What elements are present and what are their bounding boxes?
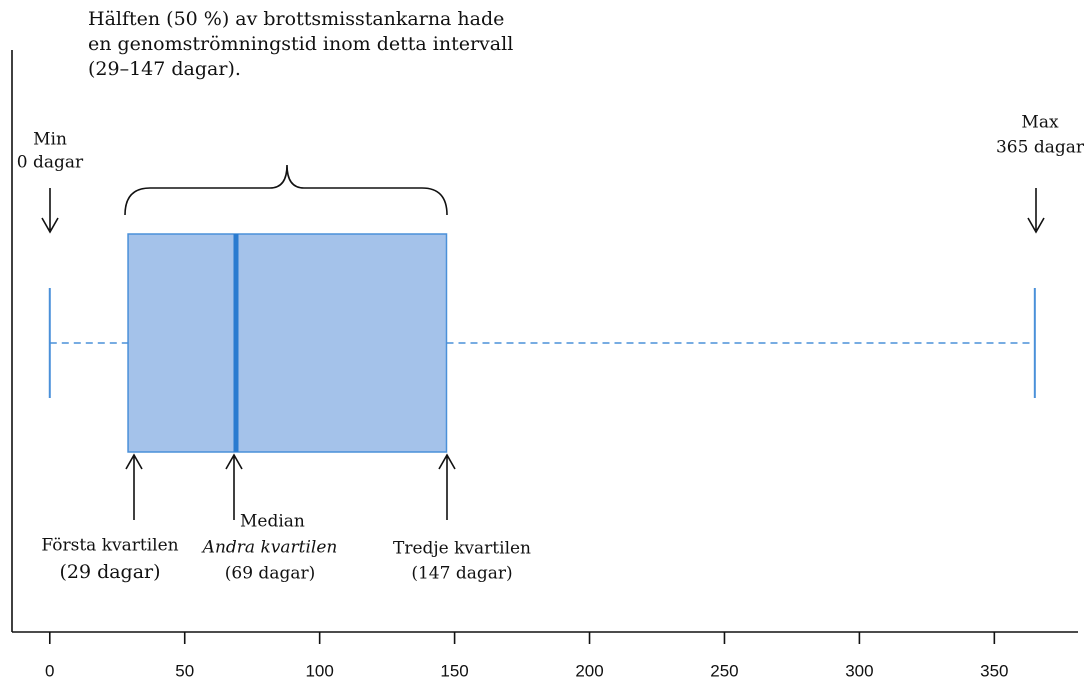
x-tick-label: 100: [305, 661, 333, 680]
x-tick-label: 300: [845, 661, 873, 680]
arrow: [1027, 188, 1045, 234]
x-tick-label: 150: [440, 661, 468, 680]
annotation: (29 dagar): [59, 561, 160, 583]
x-tick-label: 350: [980, 661, 1008, 680]
arrow: [41, 188, 59, 234]
x-tick-label: 250: [710, 661, 738, 680]
annotation: en genomströmningstid inom detta interva…: [88, 33, 513, 55]
annotation: Första kvartilen: [41, 536, 178, 556]
x-tick-label: 50: [175, 661, 194, 680]
annotation: Hälften (50 %) av brottsmisstankarna had…: [88, 8, 504, 30]
x-tick-label: 200: [575, 661, 603, 680]
annotation: (29–147 dagar).: [88, 58, 241, 80]
annotation: 365 dagar: [996, 138, 1085, 158]
annotation: Median: [240, 512, 305, 532]
bracket: [124, 164, 448, 216]
annotation: Andra kvartilen: [201, 538, 338, 558]
arrow: [438, 453, 456, 520]
annotation: Max: [1021, 113, 1059, 133]
arrow: [125, 453, 143, 520]
annotation: Min: [33, 130, 67, 150]
annotation: 0 dagar: [17, 153, 84, 173]
annotation: (69 dagar): [225, 564, 315, 584]
box: [127, 233, 448, 453]
x-tick-label: 0: [45, 661, 54, 680]
arrow: [225, 453, 243, 520]
annotation: (147 dagar): [411, 564, 512, 584]
annotation: Tredje kvartilen: [393, 539, 531, 559]
